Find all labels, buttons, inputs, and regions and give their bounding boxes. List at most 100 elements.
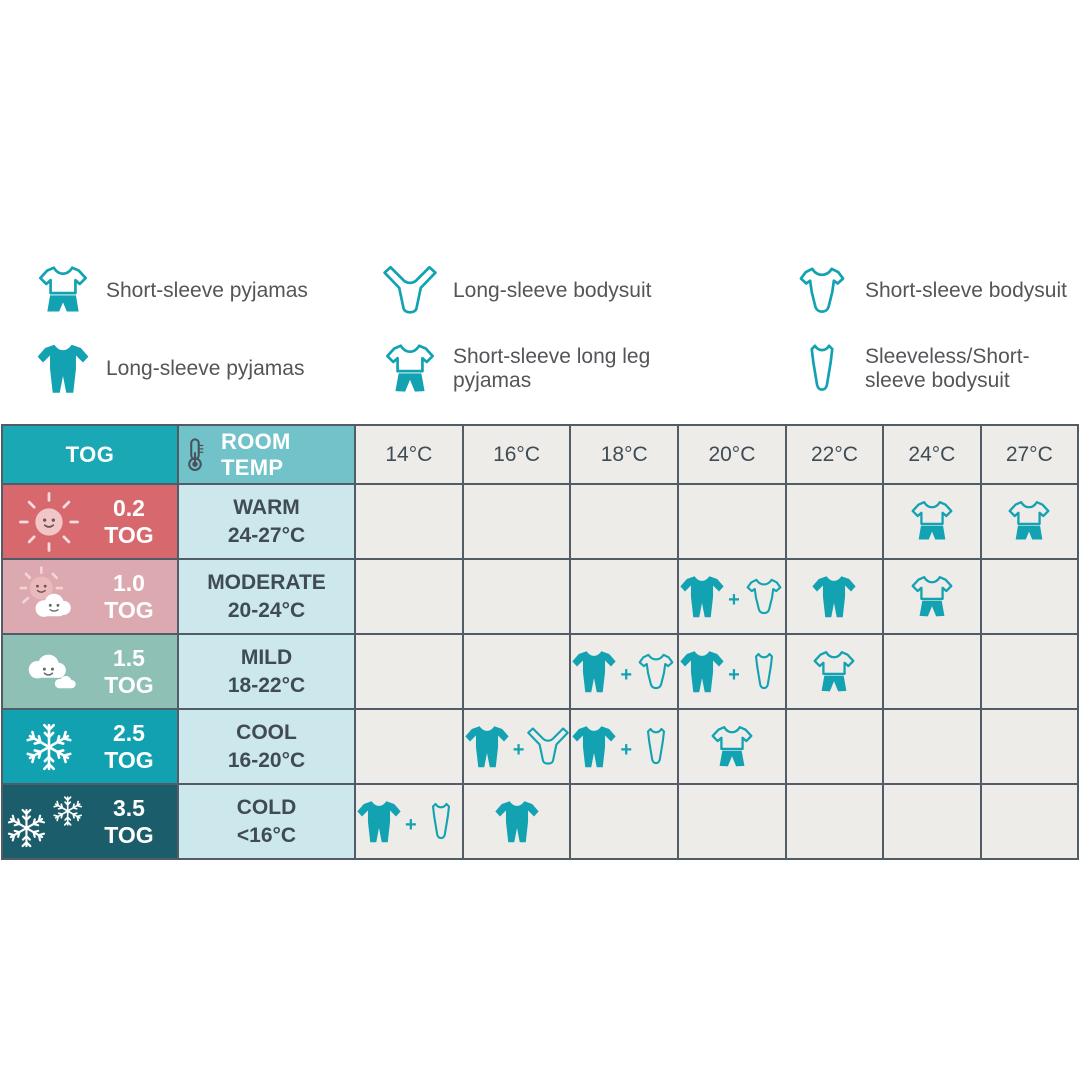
outfit-cell-1.5-20: + xyxy=(679,635,785,708)
plus-sign: + xyxy=(620,739,633,761)
condition-label: WARM xyxy=(233,496,300,520)
long-sleeve-pyjamas-icon xyxy=(464,724,510,770)
outfit-cell-1.0-24 xyxy=(884,560,980,633)
outfit-cell-1.0-27 xyxy=(981,560,1077,633)
header-cell-temp-18: 18°C xyxy=(571,426,678,483)
tog-label: 1.0 TOG xyxy=(104,569,154,623)
condition-label: MODERATE xyxy=(207,571,326,595)
outfit-cell-1.0-16 xyxy=(463,560,570,633)
sun-icon xyxy=(18,491,80,553)
long-sleeve-pyjamas-icon xyxy=(36,342,90,396)
thermometer-icon xyxy=(179,433,213,477)
weather-box xyxy=(3,721,95,773)
tog-table: TOG ROOM TEMP 14°C 16°C 18°C 20°C 22°C 24°C 27°C… xyxy=(1,424,1079,860)
weather-box xyxy=(3,565,95,629)
plus-sign: + xyxy=(728,664,740,686)
legend-item-sleeveless-bodysuit: Sleeveless/Short-sleeve bodysuit xyxy=(795,342,1080,396)
legend-item-short-sleeve-pyjamas: Short-sleeve pyjamas xyxy=(36,264,383,318)
temp-range-label: 16-20°C xyxy=(227,748,306,772)
room-temp-cell-cold: COLD <16°C xyxy=(179,785,354,858)
long-sleeve-bodysuit-icon xyxy=(383,264,437,318)
temp-range-label: 24-27°C xyxy=(227,523,306,547)
header-cell-temp-14: 14°C xyxy=(356,426,462,483)
room-temp-cell-moderate: MODERATE 20-24°C xyxy=(179,560,354,633)
legend: Short-sleeve pyjamas Long-sleeve pyjamas L… xyxy=(36,252,1080,408)
outfit-cell-2.5-24 xyxy=(884,710,980,783)
outfit-cell-1.5-14 xyxy=(356,635,462,708)
outfit-cell-3.5-18 xyxy=(571,785,678,858)
outfit-cell-1.5-22 xyxy=(786,635,883,708)
header-cell-temp-22: 22°C xyxy=(786,426,883,483)
double-snowflake-icon xyxy=(5,794,93,850)
outfit-cell-1.5-24 xyxy=(884,635,980,708)
long-sleeve-pyjamas-icon xyxy=(571,724,617,770)
legend-label: Short-sleeve long leg pyjamas xyxy=(453,344,651,392)
outfit-cell-3.5-22 xyxy=(786,785,883,858)
header-cell-temp-24: 24°C xyxy=(884,426,980,483)
legend-item-long-sleeve-bodysuit: Long-sleeve bodysuit xyxy=(383,264,795,318)
weather-box xyxy=(3,643,95,701)
condition-label: COLD xyxy=(236,796,297,820)
room-temp-cell-cool: COOL 16-20°C xyxy=(179,710,354,783)
snowflake-icon xyxy=(23,721,75,773)
room-temp-cell-warm: WARM 24-27°C xyxy=(179,485,354,558)
temp-range-label: 20-24°C xyxy=(227,598,306,622)
cloud-icon xyxy=(12,643,86,701)
header-cell-temp-16: 16°C xyxy=(463,426,570,483)
outfit-cell-3.5-24 xyxy=(884,785,980,858)
temp-range-label: <16°C xyxy=(236,823,297,847)
outfit-cell-2.5-20 xyxy=(679,710,785,783)
short-sleeve-pyjamas-icon xyxy=(1006,499,1052,545)
room-temp-cell-mild: MILD 18-22°C xyxy=(179,635,354,708)
outfit-cell-2.5-14 xyxy=(356,710,462,783)
tog-header-label: TOG xyxy=(65,441,115,467)
legend-item-long-sleeve-pyjamas: Long-sleeve pyjamas xyxy=(36,342,383,396)
outfit-cell-2.5-18: + xyxy=(571,710,678,783)
sleeveless-bodysuit-icon xyxy=(795,342,849,396)
legend-label: Long-sleeve bodysuit xyxy=(453,278,652,302)
outfit-cell-3.5-27 xyxy=(981,785,1077,858)
short-sleeve-pyjamas-icon xyxy=(909,499,955,545)
weather-box xyxy=(3,794,95,850)
outfit-cell-0.2-22 xyxy=(786,485,883,558)
legend-item-short-sleeve-bodysuit: Short-sleeve bodysuit xyxy=(795,264,1080,318)
outfit-cell-2.5-22 xyxy=(786,710,883,783)
sleeveless-bodysuit-icon xyxy=(635,726,677,768)
legend-label: Short-sleeve bodysuit xyxy=(865,278,1067,302)
plus-sign: + xyxy=(405,814,417,836)
tog-cell-0.2-tog: 0.2 TOG xyxy=(3,485,177,558)
tog-label: 3.5 TOG xyxy=(104,794,154,848)
legend-label: Long-sleeve pyjamas xyxy=(106,356,305,380)
short-sleeve-long-leg-pyjamas-icon xyxy=(909,574,955,620)
short-sleeve-bodysuit-icon xyxy=(635,651,677,693)
outfit-cell-3.5-20 xyxy=(679,785,785,858)
outfit-cell-1.5-27 xyxy=(981,635,1077,708)
outfit-cell-0.2-18 xyxy=(571,485,678,558)
outfit-cell-1.0-14 xyxy=(356,560,462,633)
long-sleeve-pyjamas-icon xyxy=(679,574,725,620)
outfit-cell-1.0-20: + xyxy=(679,560,785,633)
short-sleeve-long-leg-pyjamas-icon xyxy=(383,342,437,396)
outfit-cell-2.5-16: + xyxy=(463,710,570,783)
sleeveless-bodysuit-icon xyxy=(420,801,462,843)
plus-sign: + xyxy=(512,739,525,761)
tog-label: 1.5 TOG xyxy=(104,644,154,698)
sun-behind-cloud-icon xyxy=(15,565,83,629)
condition-label: COOL xyxy=(236,721,297,745)
outfit-cell-2.5-27 xyxy=(981,710,1077,783)
header-cell-tog: TOG xyxy=(3,426,177,483)
header-cell-temp-20: 20°C xyxy=(679,426,785,483)
short-sleeve-long-leg-pyjamas-icon xyxy=(709,724,755,770)
legend-label: Short-sleeve pyjamas xyxy=(106,278,308,302)
outfit-cell-0.2-16 xyxy=(463,485,570,558)
legend-label: Sleeveless/Short-sleeve bodysuit xyxy=(865,344,1030,392)
tog-label: 0.2 TOG xyxy=(104,494,154,548)
tog-cell-2.5-tog: 2.5 TOG xyxy=(3,710,177,783)
temp-range-label: 18-22°C xyxy=(227,673,306,697)
long-sleeve-pyjamas-icon xyxy=(571,649,617,695)
long-sleeve-pyjamas-icon xyxy=(494,799,540,845)
outfit-cell-1.5-18: + xyxy=(571,635,678,708)
outfit-cell-0.2-14 xyxy=(356,485,462,558)
long-sleeve-pyjamas-icon xyxy=(356,799,402,845)
